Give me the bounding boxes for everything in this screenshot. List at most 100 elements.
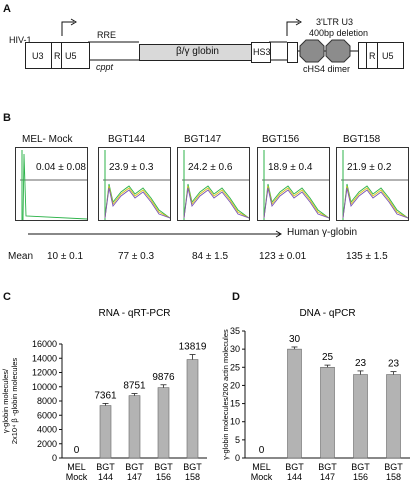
facs-histogram-box: 24.2 ± 0.6 [177,147,250,221]
x-tick-label: 144 [98,472,113,482]
bar [186,359,199,459]
x-tick-label: MEL [252,462,271,472]
r-right-label: R [369,51,376,61]
data-label: 25 [322,352,334,363]
y-axis-label: γ-globin molecules/200 actin molecules [221,329,230,460]
x-tick-label: MEL [67,462,86,472]
promoter-arrow-right [286,21,299,36]
y-tick-label: 0 [52,453,57,463]
ltr-label-line2: 400bp deletion [309,28,369,38]
x-tick-label: 147 [320,472,335,482]
hs3-label: HS3 [253,47,271,57]
chs4-insulator-1 [299,39,325,63]
y-tick-label: 10000 [32,382,57,392]
facs-sample-title: BGT156 [262,134,300,145]
y-tick-label: 2000 [37,439,57,449]
chs4-label: cHS4 dimer [303,64,351,74]
x-tick-label: 158 [386,472,401,482]
y-tick-label: 10 [230,417,240,427]
facs-sample-title: BGT147 [184,134,222,145]
dna-qpcr-chart: DNA - qPCR 0 5 10 15 20 25 30 35γ-globin molecul… [221,308,410,482]
facs-percent-value: 0.04 ± 0.08 [36,162,86,173]
x-tick-label: BGT [96,462,115,472]
mean-value-bgt156: 123 ± 0.01 [259,251,307,262]
x-tick-label: 144 [287,472,302,482]
rre-label: RRE [97,30,117,40]
y-axis-label: γ-globin molecules/ [1,368,10,433]
facs-sample-title: MEL- Mock [22,134,73,145]
facs-histogram-box: 0.04 ± 0.08 [15,147,88,221]
x-tick-label: BGT [154,462,173,472]
facs-percent-value: 21.9 ± 0.2 [347,162,392,173]
rna-qrtpcr-chart: RNA - qRT-PCR 0 2000 4000 6000 8000 10000 12000… [1,308,207,482]
facs-sample-title: BGT158 [343,134,381,145]
histogram-curve [342,187,408,219]
bar [287,348,302,459]
mean-value-bgt147: 84 ± 1.5 [192,251,229,262]
bar [386,374,401,459]
hiv1-label: HIV-1 [9,35,32,45]
histogram-curve [104,187,170,219]
mean-value-bgt144: 77 ± 0.3 [118,251,155,262]
y-axis-label: 2x10⁴ β -globin molecules [10,358,19,445]
histogram-curve [183,185,249,219]
facs-percent-value: 24.2 ± 0.6 [188,162,233,173]
u5-right-label: U5 [382,51,394,61]
y-tick-label: 35 [230,326,240,336]
x-tick-label: BGT [285,462,304,472]
axis-arrow [28,230,282,238]
facs-histogram-box: 23.9 ± 0.3 [98,147,171,221]
data-label: 13819 [179,342,207,353]
x-tick-label: BGT [318,462,337,472]
histogram-curve [183,187,249,219]
chart-title: RNA - qRT-PCR [98,308,170,319]
panel-c-label: C [3,291,11,303]
data-label: 23 [388,359,400,370]
histogram-curve [263,187,329,219]
histogram-curve [104,185,170,219]
bar [99,405,112,459]
panel-b-label: B [3,112,11,124]
y-tick-label: 25 [230,362,240,372]
r-left-label: R [54,51,61,61]
y-tick-label: 12000 [32,368,57,378]
histogram-curve [342,185,408,219]
facs-sample-title: BGT144 [108,134,146,145]
u3-left-label: U3 [32,51,44,61]
x-tick-label: 158 [185,472,200,482]
x-tick-label: 147 [127,472,142,482]
y-tick-label: 14000 [32,353,57,363]
y-tick-label: 16000 [32,339,57,349]
x-tick-label: Mock [66,472,88,482]
hs3-box [251,42,271,63]
bar [128,395,141,459]
chs4-insulator-2 [325,39,351,63]
ltr-u3-deleted-box [287,42,298,63]
y-tick-label: 15 [230,399,240,409]
data-label: 7361 [94,390,117,401]
data-label: 30 [289,334,301,345]
data-label: 0 [74,445,80,456]
y-tick-label: 0 [235,453,240,463]
x-tick-label: BGT [183,462,202,472]
right-ltr-box [358,42,404,69]
data-label: 9876 [152,372,175,383]
data-label: 0 [259,445,265,456]
cppt-label: cppt [96,62,114,72]
bar [353,374,368,459]
mean-value-mock: 10 ± 0.1 [47,251,84,262]
mean-label: Mean [8,251,34,262]
x-tick-label: BGT [125,462,144,472]
u5-left-label: U5 [65,51,77,61]
chart-title: DNA - qPCR [299,308,355,319]
facs-percent-value: 18.9 ± 0.4 [268,162,313,173]
bar [157,387,170,459]
arrow-head-right [295,18,302,26]
data-label: 8751 [123,381,146,392]
x-tick-label: BGT [384,462,403,472]
y-tick-label: 5 [235,435,240,445]
ltr-label-line1: 3'LTR U3 [316,17,354,27]
y-tick-label: 8000 [37,396,57,406]
x-tick-label: 156 [353,472,368,482]
globin-label: β/γ globin [176,46,219,57]
